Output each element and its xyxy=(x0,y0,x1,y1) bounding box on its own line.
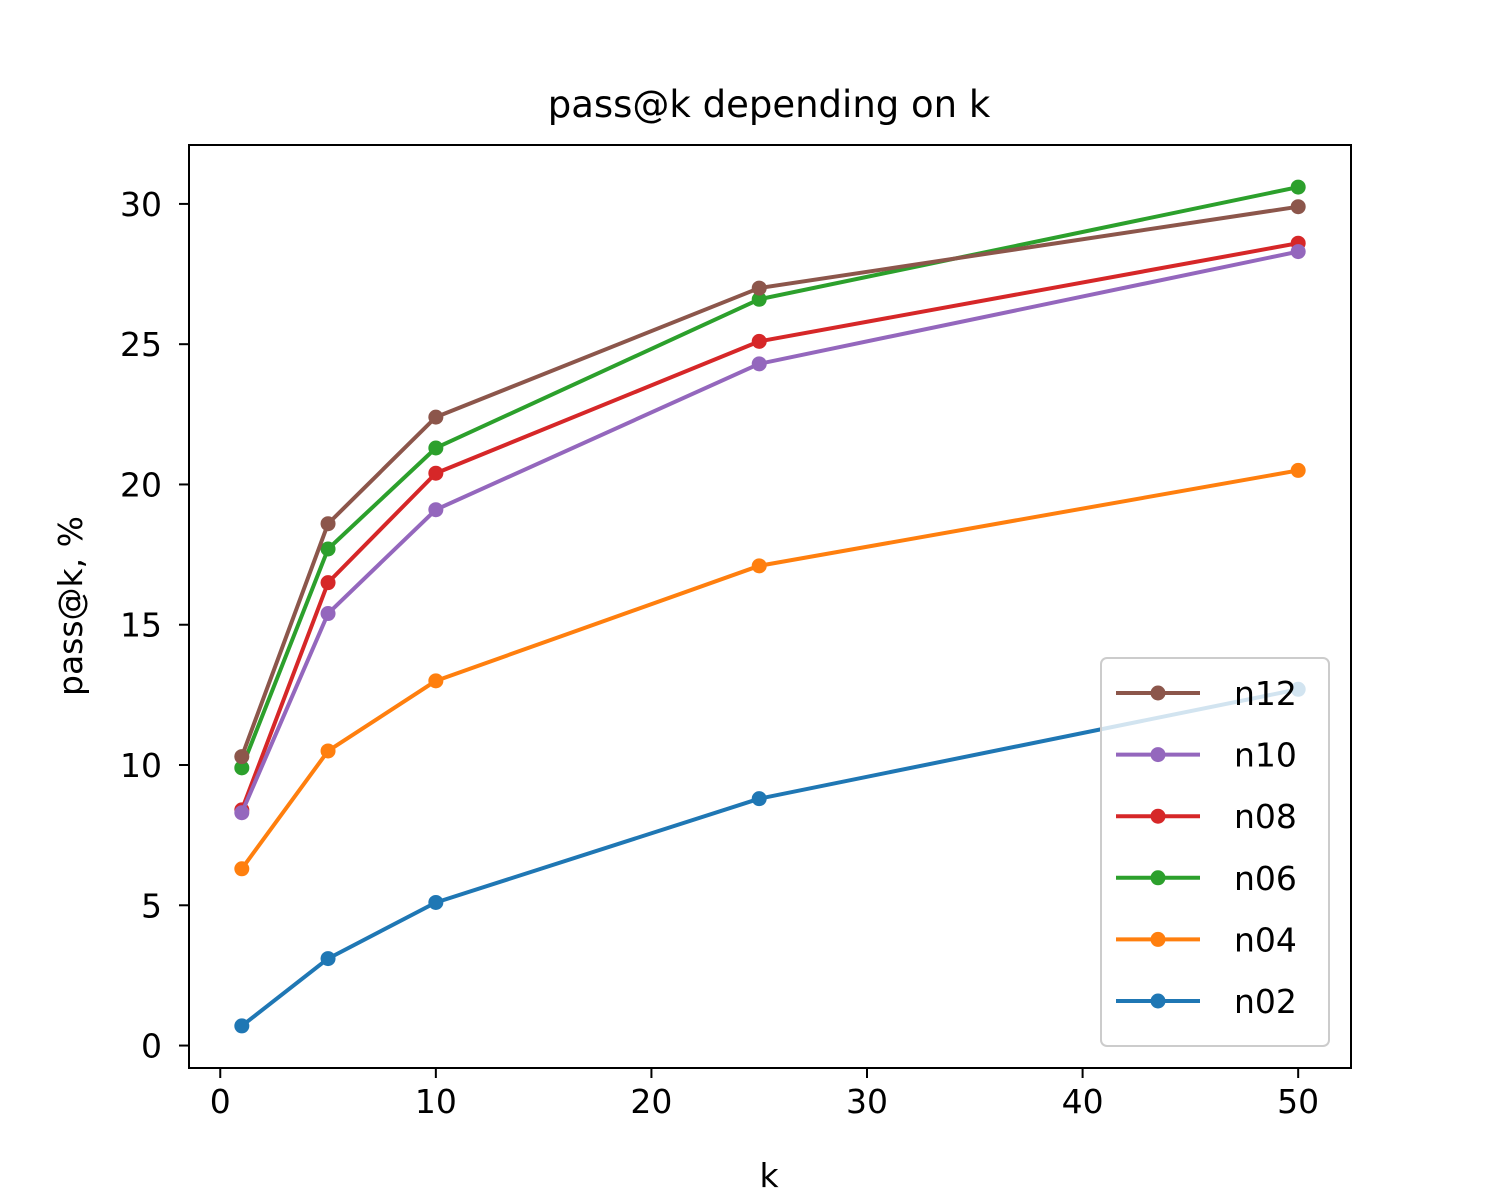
legend-item-n06: n06 xyxy=(1116,859,1297,898)
data-point-n12 xyxy=(1290,199,1306,215)
data-point-n06 xyxy=(428,440,444,456)
series-n12 xyxy=(234,199,1306,765)
data-point-n10 xyxy=(751,356,767,372)
data-point-n04 xyxy=(1290,462,1306,478)
data-point-n04 xyxy=(320,743,336,759)
series-n10 xyxy=(234,244,1306,821)
data-point-n02 xyxy=(320,951,336,967)
legend-marker xyxy=(1150,685,1166,701)
x-axis: 0 10 20 30 40 50 xyxy=(210,1068,1319,1121)
data-point-n10 xyxy=(428,502,444,518)
data-point-n08 xyxy=(751,333,767,349)
data-point-n12 xyxy=(751,280,767,296)
data-point-n06 xyxy=(234,760,250,776)
x-tick-label: 40 xyxy=(1062,1082,1104,1121)
data-point-n12 xyxy=(320,516,336,532)
series-n04 xyxy=(234,462,1306,877)
y-tick-label: 10 xyxy=(120,746,162,785)
legend-marker xyxy=(1150,993,1166,1009)
legend: n12 n10 n08 n06 n04 n02 xyxy=(1100,657,1330,1047)
legend-item-n02: n02 xyxy=(1116,982,1297,1021)
data-point-n10 xyxy=(320,606,336,622)
data-point-n02 xyxy=(751,791,767,807)
y-axis-label: pass@k, % xyxy=(51,516,90,696)
legend-label: n06 xyxy=(1234,859,1297,898)
legend-item-n10: n10 xyxy=(1116,736,1297,775)
plot-frame xyxy=(188,144,1352,1069)
legend-label: n08 xyxy=(1234,797,1297,836)
legend-item-n04: n04 xyxy=(1116,920,1297,959)
legend-marker xyxy=(1150,931,1166,947)
data-point-n06 xyxy=(751,291,767,307)
legend-marker xyxy=(1150,747,1166,763)
data-point-n06 xyxy=(1290,179,1306,195)
data-point-n08 xyxy=(428,465,444,481)
y-tick-label: 25 xyxy=(120,325,162,364)
y-tick-label: 30 xyxy=(120,185,162,224)
data-point-n02 xyxy=(234,1018,250,1034)
x-tick-label: 0 xyxy=(210,1082,231,1121)
legend-item-n12: n12 xyxy=(1116,674,1297,713)
legend-marker xyxy=(1150,808,1166,824)
y-axis: 0 5 10 15 20 25 30 xyxy=(120,185,189,1066)
legend-marker xyxy=(1150,870,1166,886)
data-point-n10 xyxy=(1290,244,1306,260)
data-point-n02 xyxy=(428,894,444,910)
x-tick-label: 30 xyxy=(846,1082,888,1121)
data-point-n04 xyxy=(428,673,444,689)
data-point-n04 xyxy=(234,861,250,877)
y-tick-label: 20 xyxy=(120,465,162,504)
data-point-n04 xyxy=(751,558,767,574)
x-axis-label: k xyxy=(759,1156,779,1195)
data-point-n12 xyxy=(428,409,444,425)
legend-label: n04 xyxy=(1234,920,1297,959)
series-lines xyxy=(234,179,1306,1034)
data-point-n06 xyxy=(320,541,336,557)
data-point-n08 xyxy=(320,575,336,591)
x-tick-label: 20 xyxy=(630,1082,672,1121)
x-tick-label: 50 xyxy=(1277,1082,1319,1121)
chart-title: pass@k depending on k xyxy=(548,83,991,126)
legend-label: n10 xyxy=(1234,736,1297,775)
x-tick-label: 10 xyxy=(415,1082,457,1121)
y-tick-label: 15 xyxy=(120,606,162,645)
y-tick-label: 0 xyxy=(141,1027,162,1066)
legend-label: n02 xyxy=(1234,982,1297,1021)
data-point-n10 xyxy=(234,805,250,821)
legend-label: n12 xyxy=(1234,674,1297,713)
legend-item-n08: n08 xyxy=(1116,797,1297,836)
data-point-n12 xyxy=(234,749,250,765)
y-tick-label: 5 xyxy=(141,886,162,925)
